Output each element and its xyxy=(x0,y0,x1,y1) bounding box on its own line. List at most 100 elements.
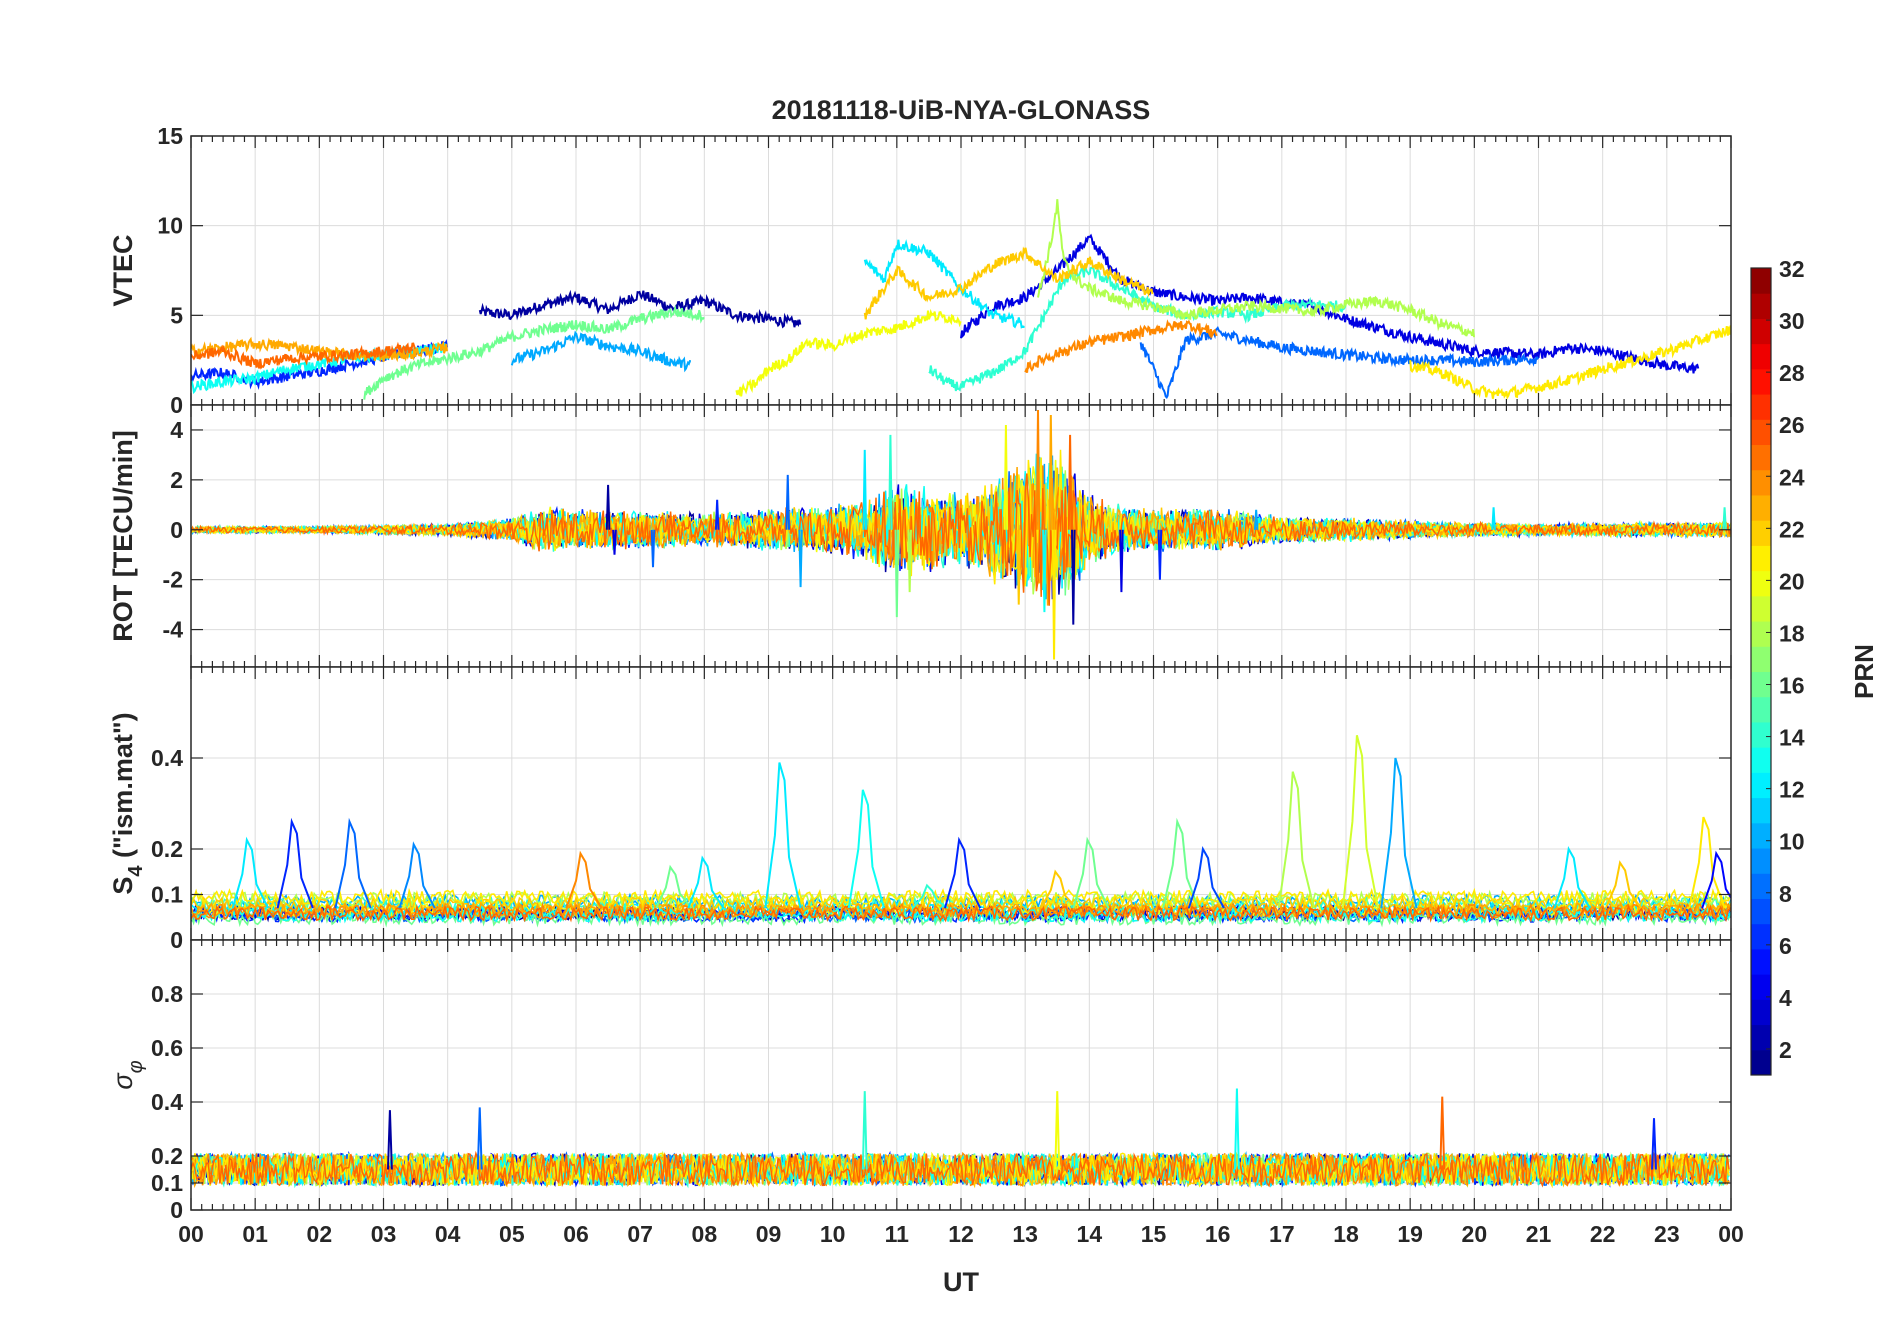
vtec-series-prn-21 xyxy=(1409,325,1731,400)
rot-series-prn-21 xyxy=(191,449,1731,597)
colorbar-swatch xyxy=(1751,923,1771,950)
rot-spike xyxy=(1016,529,1022,605)
y-label-subscript: φ xyxy=(125,1060,147,1073)
s4-peak-prn-16 xyxy=(1072,836,1110,909)
x-tick-label: 06 xyxy=(563,1221,589,1247)
colorbar-swatch xyxy=(1751,595,1771,622)
s4-peak-prn-8 xyxy=(334,817,372,909)
colorbar-swatch xyxy=(1751,772,1771,799)
rot-series-prn-25 xyxy=(191,473,1731,606)
colorbar-label: PRN xyxy=(1849,644,1879,699)
vtec-series-prn-16 xyxy=(363,304,705,400)
y-label-base: σ xyxy=(108,1072,138,1090)
rot-spike xyxy=(798,529,803,588)
x-tick-label: 21 xyxy=(1526,1221,1552,1247)
colorbar-swatch xyxy=(1751,1024,1771,1051)
colorbar-swatch xyxy=(1751,848,1771,874)
colorbar-tick-label: 20 xyxy=(1779,568,1805,594)
s4-peak-prn-18 xyxy=(1277,771,1315,909)
y-label-base: S xyxy=(108,877,138,895)
panel-data xyxy=(191,199,1731,400)
x-tick-label: 23 xyxy=(1654,1221,1680,1247)
rot-spike xyxy=(1035,409,1041,530)
colorbar-tick-label: 12 xyxy=(1779,777,1805,803)
colorbar-tick-label: 8 xyxy=(1779,881,1792,907)
y-tick-label: 0.2 xyxy=(151,1143,183,1169)
colorbar-swatch xyxy=(1751,1049,1771,1076)
sigma-series-prn-25 xyxy=(191,1150,1730,1188)
x-tick-label: 14 xyxy=(1077,1221,1103,1247)
colorbar-tick-label: 28 xyxy=(1779,360,1805,386)
rot-spike xyxy=(1119,529,1124,593)
colorbar-tick-label: 10 xyxy=(1779,829,1805,855)
x-axis-title: UT xyxy=(943,1267,979,1297)
vtec-series-prn-23 xyxy=(191,336,448,363)
colorbar-tick-label: 16 xyxy=(1779,673,1805,699)
x-tick-label: 11 xyxy=(885,1221,910,1247)
sigma-peak xyxy=(1651,1118,1657,1170)
y-axis-title-s4: S4 ("ism.mat") xyxy=(108,712,147,894)
s4-peak-prn-5 xyxy=(1701,850,1731,909)
s4-peak-prn-12 xyxy=(687,855,725,909)
y-tick-label: 0.6 xyxy=(151,1035,183,1061)
y-tick-label: 0.8 xyxy=(151,981,183,1007)
s4-peak-prn-12 xyxy=(764,762,802,909)
colorbar-tick-label: 26 xyxy=(1779,412,1805,438)
x-tick-label: 13 xyxy=(1012,1221,1038,1247)
colorbar-tick-label: 32 xyxy=(1779,256,1805,282)
x-tick-label: 01 xyxy=(242,1221,268,1247)
y-tick-label: 0 xyxy=(170,392,183,418)
colorbar-swatch xyxy=(1751,621,1771,647)
colorbar-swatch xyxy=(1751,873,1771,899)
vtec-series-prn-20 xyxy=(735,308,962,397)
colorbar-frame xyxy=(1750,267,1772,1076)
sigma-peak xyxy=(1439,1096,1446,1170)
y-tick-label: 10 xyxy=(157,213,183,239)
colorbar-swatch xyxy=(1751,974,1771,1000)
s4-peak-prn-21 xyxy=(1688,816,1726,909)
s4-peak-prn-10 xyxy=(1380,757,1418,909)
rot-spike xyxy=(650,529,656,568)
colorbar-tick-label: 4 xyxy=(1779,985,1792,1011)
vtec-series-prn-18 xyxy=(1037,199,1475,338)
s4-series-prn-21 xyxy=(191,887,1731,907)
s4-peak-prn-22 xyxy=(1040,869,1078,909)
colorbar-swatch xyxy=(1751,268,1771,294)
y-label-subscript: 4 xyxy=(125,865,147,877)
x-tick-label: 00 xyxy=(178,1221,204,1247)
y-tick-label: 5 xyxy=(170,302,183,328)
colorbar-swatch xyxy=(1751,646,1771,672)
colorbar-swatch xyxy=(1751,368,1771,395)
sigma-peak xyxy=(386,1110,393,1170)
colorbar-swatch xyxy=(1751,797,1771,824)
rot-spike xyxy=(785,474,791,530)
x-tick-label: 02 xyxy=(307,1221,333,1247)
colorbar-swatch xyxy=(1751,671,1771,698)
rot-spike xyxy=(1157,529,1163,580)
colorbar-tick-label: 18 xyxy=(1779,620,1805,646)
colorbar-swatch xyxy=(1751,696,1771,723)
colorbar-swatch xyxy=(1751,999,1771,1026)
s4-peak-prn-6 xyxy=(276,817,314,909)
rot-spike xyxy=(1071,529,1076,625)
s4-peak-prn-14 xyxy=(912,883,949,909)
rot-spike xyxy=(714,499,720,530)
s4-peak-prn-19 xyxy=(1341,735,1380,909)
vtec-series-prn-22 xyxy=(863,246,1154,320)
y-tick-label: 0 xyxy=(170,927,183,953)
vtec-series-prn-8 xyxy=(1139,325,1540,399)
rot-spike xyxy=(1048,414,1054,530)
y-tick-label: -4 xyxy=(163,617,184,643)
y-tick-label: 0.2 xyxy=(151,836,183,862)
y-tick-label: 4 xyxy=(170,417,183,443)
sigma-series-prn-21 xyxy=(191,1150,1730,1189)
vtec-series-prn-25 xyxy=(191,341,417,370)
colorbar-tick-label: 2 xyxy=(1779,1037,1792,1063)
x-tick-label: 09 xyxy=(756,1221,782,1247)
s4-peak-prn-13 xyxy=(847,789,885,909)
x-tick-label: 22 xyxy=(1590,1221,1616,1247)
s4-peak-prn-9 xyxy=(398,841,436,909)
y-tick-label: 2 xyxy=(170,467,183,493)
